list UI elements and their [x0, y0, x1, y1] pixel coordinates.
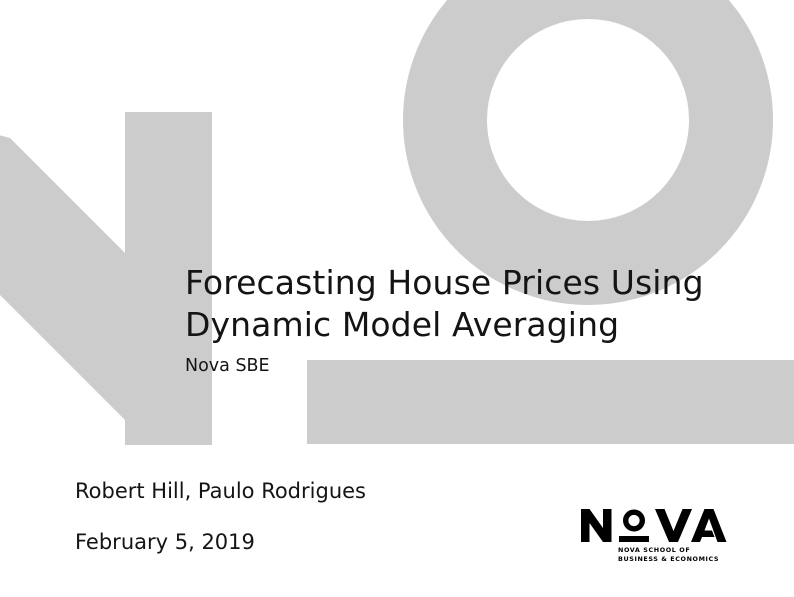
logo-letter-a — [691, 509, 727, 542]
page-subtitle: Nova SBE — [185, 356, 270, 376]
authors-line: Robert Hill, Paulo Rodrigues — [75, 479, 366, 503]
watermark-letter-n-diagonal — [0, 135, 212, 445]
title-block: Forecasting House Prices Using Dynamic M… — [185, 262, 765, 379]
logo-letter-v — [655, 509, 692, 542]
logo-tagline-line-1: NOVA SCHOOL OF — [618, 546, 690, 554]
logo-letter-o-underbar — [619, 536, 649, 542]
date-line: February 5, 2019 — [75, 530, 255, 554]
logo-letter-o-ring — [623, 509, 646, 532]
logo-tagline-line-2: BUSINESS & ECONOMICS — [618, 555, 719, 563]
page-title-line-1: Forecasting House Prices Using — [185, 263, 704, 302]
watermark-letter-o-ring — [403, 0, 773, 305]
page-title-line-2: Dynamic Model Averaging — [185, 305, 620, 344]
logo-letter-n — [581, 509, 612, 542]
nova-logo-wordmark — [581, 509, 727, 542]
authors-block: Robert Hill, Paulo Rodrigues February 5,… — [75, 476, 366, 557]
nova-logo: NOVA SCHOOL OF BUSINESS & ECONOMICS — [581, 509, 727, 563]
